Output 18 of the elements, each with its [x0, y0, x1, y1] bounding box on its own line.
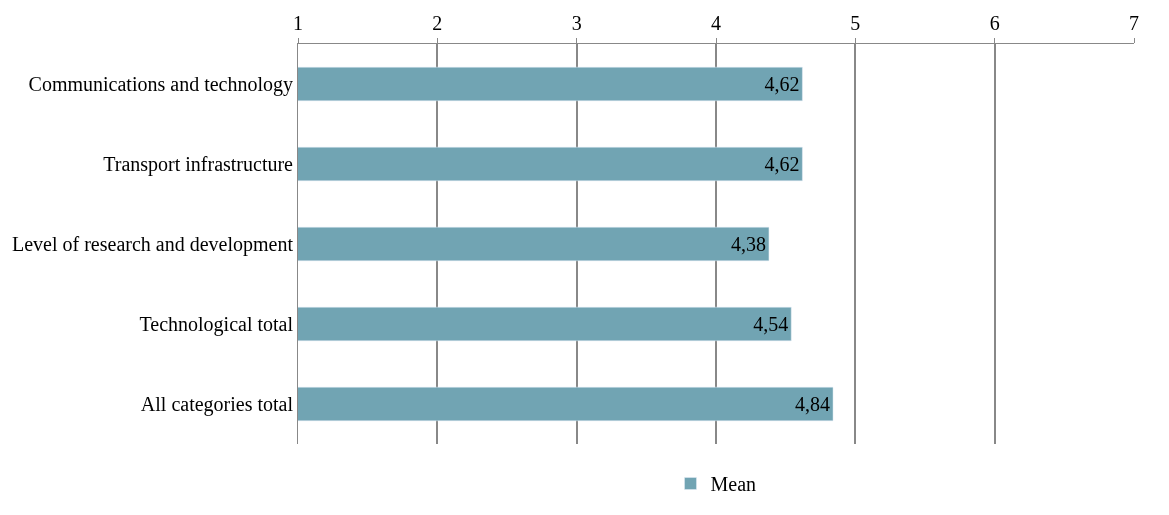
x-tick-label: 4 [711, 12, 721, 34]
x-tick-label: 1 [293, 12, 303, 34]
x-tick-label: 3 [571, 12, 582, 34]
x-tick-label: 5 [850, 12, 861, 34]
x-tick-label: 6 [989, 12, 1000, 34]
y-tick-label: Level of research and development [12, 233, 294, 256]
data-label: 4,38 [730, 233, 766, 255]
y-tick-label: Technological total [139, 313, 294, 336]
y-tick-label: All categories total [140, 393, 294, 416]
y-tick-label: Communications and technology [28, 73, 293, 96]
x-tick-label: 2 [432, 12, 443, 34]
data-label: 4,54 [753, 313, 789, 335]
data-label: 4,84 [795, 393, 831, 415]
x-tick-label: 7 [1129, 12, 1139, 34]
y-tick-label: Transport infrastructure [103, 153, 294, 176]
data-label: 4,62 [764, 153, 800, 175]
data-label: 4,62 [764, 73, 800, 95]
legend-label: Mean [710, 473, 757, 496]
